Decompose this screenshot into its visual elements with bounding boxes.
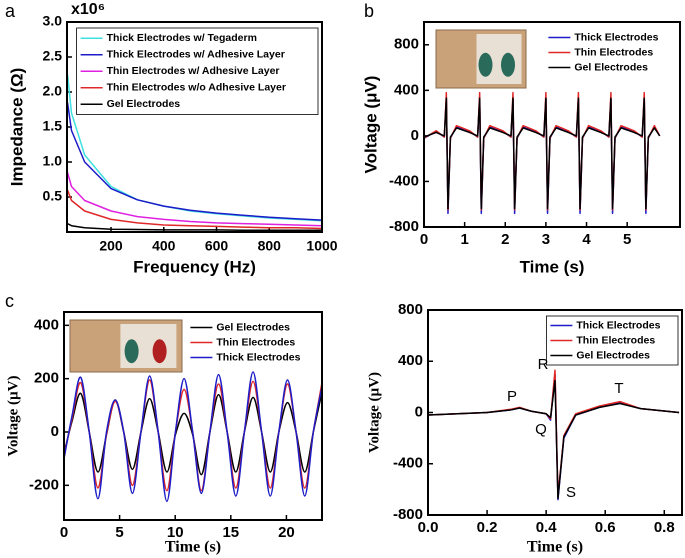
plot-area (67, 74, 322, 231)
plot-frame (427, 309, 683, 516)
plot-frame (63, 311, 323, 521)
x-tick-label: 5 (115, 524, 123, 541)
x-tick-label: 3 (542, 231, 550, 248)
inset-electrode (501, 52, 515, 77)
y-tick-label: 0 (415, 403, 423, 420)
data-line (424, 97, 661, 210)
x-tick-label: 10 (167, 524, 184, 541)
x-tick-label: 4 (582, 231, 591, 248)
y-tick-label: 1.0 (43, 153, 63, 169)
inset-electrode (478, 52, 493, 77)
axis-multiplier: x10⁶ (71, 1, 105, 18)
y-tick-label: 3.0 (43, 13, 63, 29)
x-axis-label: Frequency (Hz) (133, 257, 256, 276)
y-tick-label: 0.5 (43, 188, 63, 204)
y-tick-label: 2.0 (43, 83, 63, 99)
chart-panel: 0.0 0.2 0.4 0.6 0.8 -800 -400 0 400 800 Thick Elec… (366, 301, 683, 556)
legend-frame (76, 27, 319, 115)
legend-label: Thin Electrodes w/o Adhesive Layer (107, 82, 286, 94)
inset-electrode (152, 339, 167, 364)
legend-label: Gel Electrodes (576, 349, 650, 361)
data-line (424, 97, 661, 215)
panel-label: b (364, 1, 374, 21)
inset-electrode (124, 339, 139, 364)
x-tick-label: 2 (501, 231, 509, 248)
y-axis-label: Voltage (μV) (361, 76, 380, 174)
x-tick-label: 800 (258, 238, 282, 254)
legend-label: Gel Electrodes (216, 321, 290, 333)
y-axis-label: Impedance (Ω) (7, 68, 26, 187)
panel-label: a (5, 1, 16, 21)
x-tick-label: 400 (152, 238, 176, 254)
y-tick-label: 2.5 (43, 48, 63, 64)
chart-panel: 0 1 2 3 4 5 -800 -400 0 400 800 Thick Electrodes Thi… (361, 1, 681, 276)
y-tick-label: 200 (34, 370, 59, 387)
legend-label: Gel Electrodes (107, 98, 181, 110)
y-tick-label: -400 (389, 172, 419, 189)
legend-label: Thick Electrodes w/ Tegaderm (107, 32, 257, 44)
plot-area (424, 91, 661, 215)
y-tick-label: -800 (389, 218, 419, 235)
y-tick-label: 400 (398, 352, 423, 369)
y-tick-label: -200 (29, 476, 59, 493)
x-tick-label: 0 (60, 524, 68, 541)
data-line (67, 172, 322, 227)
wave-annotation: T (614, 380, 623, 397)
x-tick-label: 5 (623, 231, 631, 248)
data-line (64, 371, 322, 503)
x-tick-label: 0.0 (418, 519, 439, 536)
data-line (67, 222, 322, 231)
legend-label: Thin Electrodes (574, 46, 653, 58)
chart-panel: 200 400 600 800 1000 0.5 1.0 1.5 2.0 2.5 3.0 Thick … (5, 1, 338, 277)
x-tick-label: 0.6 (595, 519, 616, 536)
x-tick-label: 1 (460, 231, 468, 248)
y-tick-label: 400 (394, 81, 419, 98)
x-tick-label: 15 (222, 524, 239, 541)
y-tick-label: 800 (398, 301, 423, 318)
y-tick-label: 0 (411, 127, 419, 144)
legend-label: Gel Electrodes (574, 61, 648, 73)
legend-label: Thick Electrodes w/ Adhesive Layer (107, 49, 285, 61)
data-line (67, 189, 322, 230)
data-line (428, 379, 680, 500)
legend-label: Thick Electrodes (574, 31, 658, 43)
x-tick-label: 600 (205, 238, 229, 254)
y-tick-label: 400 (34, 316, 59, 333)
plot-frame (423, 21, 681, 228)
x-tick-label: 1000 (306, 238, 337, 254)
legend-label: Thick Electrodes (216, 351, 300, 363)
panel-label: c (5, 291, 14, 311)
x-tick-label: 0.2 (477, 519, 498, 536)
x-tick-label: 200 (99, 238, 123, 254)
legend-label: Thin Electrodes w/ Adhesive Layer (107, 65, 280, 77)
wave-annotation: Q (535, 421, 547, 438)
y-tick-label: 1.5 (43, 118, 63, 134)
y-axis-label: Voltage (µV) (5, 376, 21, 457)
wave-annotation: R (538, 356, 549, 373)
chart-panel: 0 5 10 15 20 -200 0 200 400 Gel Electrodes Thin El… (5, 291, 323, 556)
y-tick-label: -800 (393, 506, 423, 523)
x-tick-label: 0.8 (654, 519, 675, 536)
data-line (67, 102, 322, 221)
legend-label: Thick Electrodes (576, 319, 660, 331)
x-axis-label: Time (s) (165, 539, 221, 556)
legend-label: Thin Electrodes (576, 334, 655, 346)
y-tick-label: 800 (394, 36, 419, 53)
x-tick-label: 0.4 (536, 519, 558, 536)
wave-annotation: P (507, 388, 517, 405)
plot-frame (66, 21, 323, 233)
x-axis-label: Time (s) (527, 539, 583, 556)
y-tick-label: 0 (51, 423, 59, 440)
plot-area (64, 371, 322, 503)
x-tick-label: 20 (278, 524, 295, 541)
legend-label: Thin Electrodes (216, 336, 295, 348)
x-axis-label: Time (s) (520, 257, 585, 276)
wave-annotation: S (566, 484, 576, 501)
y-axis-label: Voltage (µV) (366, 372, 382, 453)
data-line (424, 91, 661, 211)
y-tick-label: -400 (393, 455, 423, 472)
plot-area (428, 369, 680, 501)
x-tick-label: 0 (420, 231, 428, 248)
